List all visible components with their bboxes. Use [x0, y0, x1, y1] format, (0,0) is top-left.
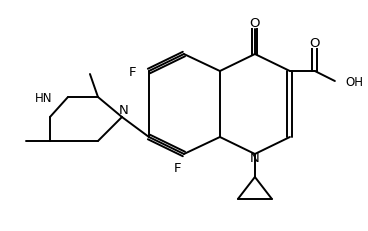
Text: N: N	[250, 152, 260, 165]
Text: N: N	[119, 103, 129, 116]
Text: F: F	[128, 65, 136, 78]
Text: OH: OH	[346, 75, 364, 88]
Text: F: F	[174, 162, 182, 175]
Text: HN: HN	[35, 91, 52, 104]
Text: O: O	[250, 16, 260, 29]
Text: O: O	[309, 36, 320, 49]
